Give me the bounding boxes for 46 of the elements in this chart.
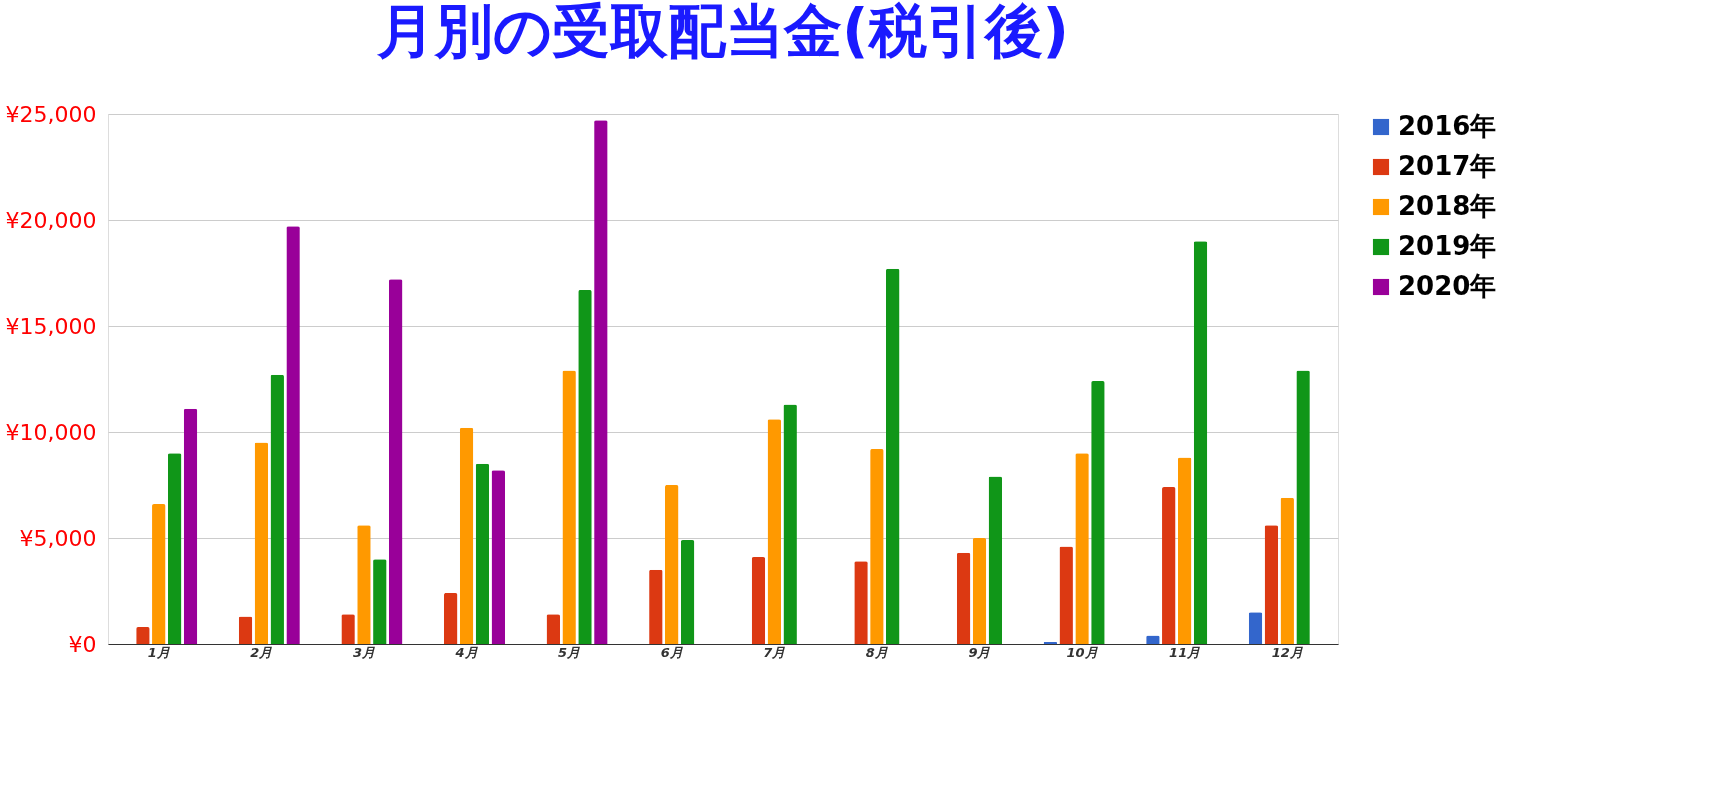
bar	[751, 557, 766, 644]
legend-label: 2017年	[1398, 151, 1497, 181]
y-tick-label: ¥10,000	[5, 419, 97, 445]
bar	[183, 408, 198, 644]
y-tick-label: ¥25,000	[5, 101, 97, 127]
y-tick-label: ¥5,000	[19, 525, 97, 551]
bar	[238, 616, 253, 644]
bar	[972, 538, 987, 644]
bar	[767, 419, 782, 644]
x-tick-label: 6月	[660, 644, 683, 660]
bar	[988, 476, 1003, 644]
legend-label: 2018年	[1398, 191, 1497, 221]
bar	[254, 442, 269, 644]
y-tick-label: ¥0	[68, 631, 97, 657]
chart-title: 月別の受取配当金(税引後)	[375, 0, 1070, 65]
bar	[546, 614, 560, 644]
bar	[167, 453, 182, 644]
x-tick-label: 8月	[865, 644, 888, 660]
y-tick-label: ¥15,000	[5, 313, 97, 339]
x-tick-label: 5月	[558, 644, 581, 660]
bar	[680, 540, 695, 644]
bar	[1264, 525, 1279, 644]
legend-label: 2016年	[1398, 111, 1497, 141]
bar	[886, 268, 900, 644]
legend-label: 2020年	[1398, 271, 1497, 301]
legend-label: 2019年	[1398, 231, 1497, 261]
x-tick-label: 9月	[968, 644, 991, 660]
bar	[664, 485, 679, 644]
bar	[443, 593, 458, 644]
bar	[1248, 612, 1263, 644]
bar	[1193, 241, 1208, 644]
x-tick-label: 2月	[250, 644, 273, 660]
x-tick-label: 10月	[1066, 644, 1098, 660]
x-tick-label: 11月	[1169, 644, 1201, 660]
x-tick-label: 3月	[352, 644, 375, 660]
y-tick-label: ¥20,000	[5, 207, 97, 233]
x-tick-label: 12月	[1271, 644, 1303, 660]
x-tick-label: 4月	[454, 644, 478, 660]
bar	[491, 470, 506, 644]
bar	[459, 427, 474, 644]
bar	[388, 279, 403, 644]
x-tick-label: 1月	[147, 644, 170, 660]
x-tick-label: 7月	[763, 644, 786, 660]
bar	[475, 463, 490, 644]
bar	[1177, 457, 1192, 644]
bar	[956, 552, 971, 644]
